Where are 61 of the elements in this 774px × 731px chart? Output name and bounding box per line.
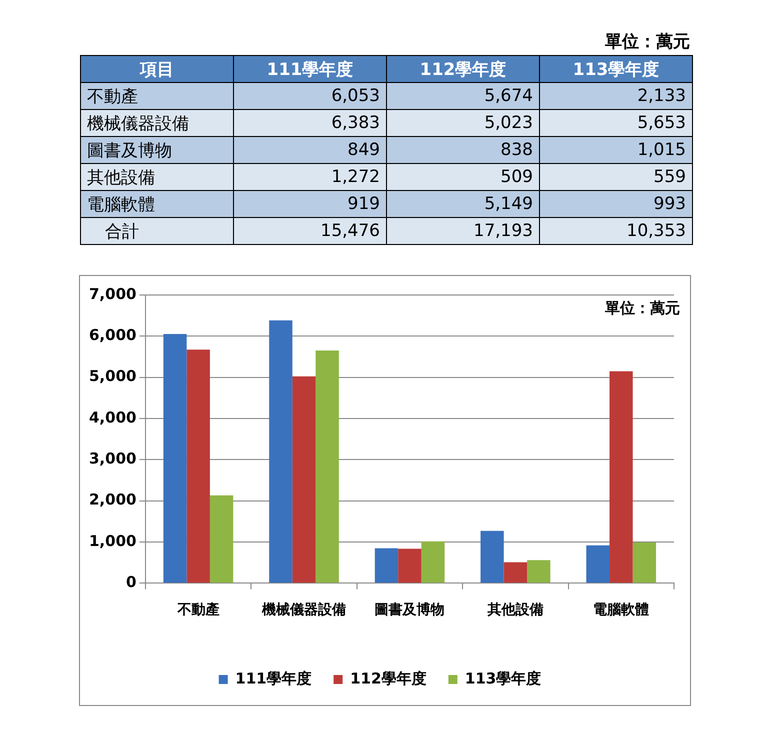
text: 112學年度: [386, 56, 540, 82]
bar: [421, 541, 445, 583]
x-tick-label: 圖書及博物: [374, 602, 445, 618]
text: 圖書及博物: [80, 136, 234, 164]
text: 項目: [80, 56, 234, 82]
text: 849: [234, 136, 386, 164]
bar: [632, 542, 656, 583]
bar: [269, 320, 292, 583]
y-tick-label: 3,000: [88, 450, 136, 468]
text: 559: [540, 164, 692, 190]
y-tick-label: 1,000: [88, 532, 136, 550]
text: 993: [540, 190, 692, 218]
bar: [610, 371, 633, 583]
text: 電腦軟體: [80, 190, 234, 218]
text: 838: [386, 136, 540, 164]
text: 2,133: [540, 82, 692, 110]
y-tick-label: 4,000: [88, 408, 136, 426]
bar: [504, 562, 528, 583]
text: 5,149: [386, 190, 540, 218]
bar: [292, 376, 316, 583]
x-tick-label: 其他設備: [486, 602, 544, 618]
bar: [163, 334, 187, 583]
y-tick-label: 6,000: [88, 326, 136, 344]
legend-label: 113學年度: [464, 669, 542, 688]
bar: [398, 548, 422, 583]
text: 其他設備: [80, 164, 234, 190]
text: 1,015: [540, 136, 692, 164]
bar: [586, 545, 610, 583]
text: 919: [234, 190, 386, 218]
text: 10,353: [540, 218, 692, 244]
text: 5,023: [386, 110, 540, 136]
bar: [527, 560, 550, 583]
text: 不動產: [80, 82, 234, 110]
text: 5,653: [540, 110, 692, 136]
y-tick-label: 0: [126, 573, 136, 592]
y-tick-label: 5,000: [88, 367, 136, 386]
text: 6,383: [234, 110, 386, 136]
text: 111學年度: [234, 56, 386, 82]
x-tick-label: 電腦軟體: [593, 602, 650, 618]
bar: [480, 530, 504, 583]
bar: [210, 495, 234, 583]
text: 5,674: [386, 82, 540, 110]
y-tick-label: 7,000: [88, 284, 136, 303]
text: 合計: [80, 218, 234, 244]
annotation: 單位：萬元: [604, 298, 680, 317]
text: 113學年度: [540, 56, 692, 82]
y-tick-label: 2,000: [88, 490, 136, 509]
text: 15,476: [234, 218, 386, 244]
text: 6,053: [234, 82, 386, 110]
legend-label: 111學年度: [235, 669, 312, 688]
bar: [186, 350, 210, 583]
legend-label: 112學年度: [350, 669, 426, 688]
text: 17,193: [386, 218, 540, 244]
x-tick-label: 不動產: [176, 602, 220, 618]
x-tick-label: 機械儀器設備: [261, 602, 346, 618]
text: 509: [386, 164, 540, 190]
bar: [374, 548, 398, 583]
text: 機械儀器設備: [80, 110, 234, 136]
text: 1,272: [234, 164, 386, 190]
text: 單位：萬元: [604, 31, 691, 54]
bar: [316, 350, 339, 583]
